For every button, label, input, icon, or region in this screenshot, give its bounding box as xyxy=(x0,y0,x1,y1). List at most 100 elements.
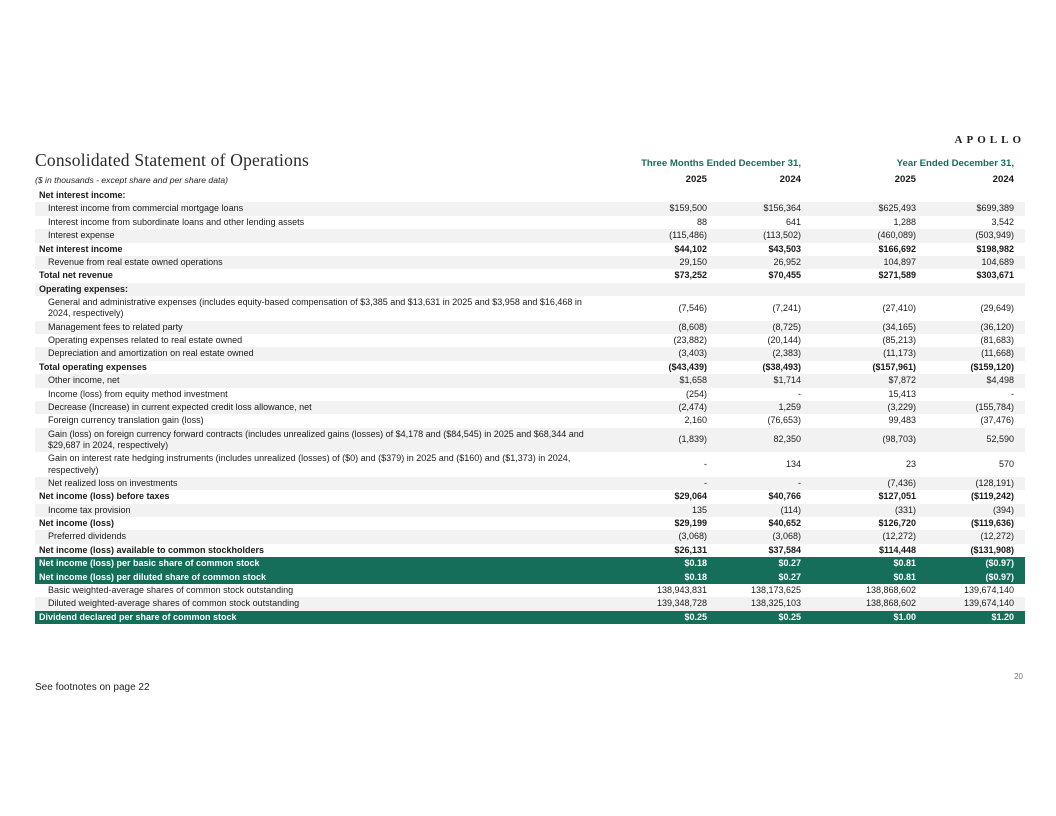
value-cell: ($119,242) xyxy=(970,491,1014,502)
row-label: Total operating expenses xyxy=(39,361,147,372)
value-cell: $0.25 xyxy=(778,611,801,622)
year-header-fy-2025: 2025 xyxy=(894,174,916,185)
row-label: Interest income from commercial mortgage… xyxy=(48,203,244,214)
row-label: Interest expense xyxy=(48,230,115,241)
value-cell: (85,213) xyxy=(882,335,916,346)
value-cell: 138,173,625 xyxy=(750,584,801,595)
value-cell: $73,252 xyxy=(674,270,707,281)
table-row: Operating expenses: xyxy=(35,282,1025,297)
value-cell: 29,150 xyxy=(679,257,707,268)
row-label: Net income (loss) xyxy=(39,517,115,528)
row-label: Basic weighted-average shares of common … xyxy=(48,584,294,595)
apollo-logo: APOLLO xyxy=(954,134,1025,146)
table-row: Interest expense (115,486) (113,502) (460,0… xyxy=(35,229,1025,243)
table-row: Total net revenue $73,252 $70,455 $271,589 $… xyxy=(35,269,1025,282)
value-cell: $699,389 xyxy=(976,203,1014,214)
row-label: Income tax provision xyxy=(48,504,131,515)
table-row: Basic weighted-average shares of common … xyxy=(35,584,1025,597)
value-cell: $0.81 xyxy=(893,571,916,582)
value-cell: (37,476) xyxy=(980,415,1014,426)
column-group-three-months: Three Months Ended December 31, xyxy=(641,158,801,169)
value-cell: $271,589 xyxy=(878,270,916,281)
value-cell: (254) xyxy=(685,388,707,399)
value-cell: (113,502) xyxy=(763,230,801,241)
value-cell: $29,064 xyxy=(674,491,707,502)
table-row: Income (loss) from equity method investm… xyxy=(35,388,1025,401)
value-cell: $29,199 xyxy=(674,517,707,528)
value-cell: ($0.97) xyxy=(985,571,1014,582)
value-cell: ($0.97) xyxy=(985,558,1014,569)
table-row: Net income (loss) available to common st… xyxy=(35,544,1025,557)
table-row: Net realized loss on investments - - (7,436… xyxy=(35,476,1025,491)
value-cell: (1,839) xyxy=(678,434,707,445)
table-row: Management fees to related party (8,608) (… xyxy=(35,320,1025,335)
row-label: Interest income from subordinate loans a… xyxy=(48,216,305,227)
value-cell: $114,448 xyxy=(878,544,916,555)
value-cell: 104,897 xyxy=(883,257,916,268)
value-cell: 138,943,831 xyxy=(656,584,707,595)
row-label: Net income (loss) before taxes xyxy=(39,491,170,502)
table-row: Decrease (Increase) in current expected … xyxy=(35,400,1025,415)
value-cell: $0.81 xyxy=(893,558,916,569)
value-cell: $0.25 xyxy=(684,611,707,622)
value-cell: (7,546) xyxy=(678,302,707,313)
value-cell: ($38,493) xyxy=(762,361,801,372)
table-row: Net income (loss) per diluted share of c… xyxy=(35,570,1025,584)
table-row: Foreign currency translation gain (loss)… xyxy=(35,414,1025,427)
value-cell: 3,542 xyxy=(991,216,1014,227)
footnote-reference: See footnotes on page 22 xyxy=(35,682,150,693)
value-cell: 139,674,140 xyxy=(963,598,1014,609)
table-row: Interest income from subordinate loans a… xyxy=(35,216,1025,229)
value-cell: (128,191) xyxy=(975,477,1014,488)
table-group-header-row: Consolidated Statement of Operations Thr… xyxy=(35,150,1025,171)
value-cell: 2,160 xyxy=(684,415,707,426)
table-row: Operating expenses related to real estat… xyxy=(35,334,1025,347)
table-row: Net interest income: xyxy=(35,189,1025,202)
value-cell: (114) xyxy=(780,504,801,515)
value-cell: (11,668) xyxy=(981,348,1014,359)
row-label: Operating expenses related to real estat… xyxy=(48,335,243,346)
value-cell: $40,766 xyxy=(768,491,801,502)
row-label: Net income (loss) available to common st… xyxy=(39,544,265,555)
value-cell: $44,102 xyxy=(674,243,707,254)
table-year-header-row: ($ in thousands - except share and per s… xyxy=(35,171,1025,189)
value-cell: 88 xyxy=(696,216,707,227)
row-label: Net interest income xyxy=(39,243,123,254)
row-label: Preferred dividends xyxy=(48,531,127,542)
value-cell: (11,173) xyxy=(883,348,916,359)
value-cell: (20,144) xyxy=(767,335,801,346)
row-label: Gain (loss) on foreign currency forward … xyxy=(48,428,584,450)
table-row: Total operating expenses ($43,439) ($38,49… xyxy=(35,361,1025,374)
value-cell: (76,653) xyxy=(767,415,801,426)
table-row: Gain (loss) on foreign currency forward … xyxy=(35,427,1025,453)
value-cell: 99,483 xyxy=(888,415,916,426)
row-label: Net income (loss) per diluted share of c… xyxy=(39,571,267,582)
value-cell: (34,165) xyxy=(882,321,916,332)
value-cell: (8,608) xyxy=(678,321,707,332)
value-cell: $159,500 xyxy=(669,203,707,214)
row-label: Operating expenses: xyxy=(39,283,129,294)
value-cell: $0.18 xyxy=(684,571,707,582)
column-group-year-ended: Year Ended December 31, xyxy=(896,158,1014,169)
year-header-q-2025: 2025 xyxy=(685,174,707,185)
value-cell: $0.18 xyxy=(684,558,707,569)
value-cell: 570 xyxy=(998,458,1014,469)
table-row: Interest income from commercial mortgage… xyxy=(35,202,1025,216)
value-cell: - xyxy=(704,477,707,488)
table-row: Diluted weighted-average shares of commo… xyxy=(35,597,1025,611)
row-label: Other income, net xyxy=(48,375,120,386)
year-header-q-2024: 2024 xyxy=(779,174,801,185)
value-cell: 52,590 xyxy=(986,434,1014,445)
value-cell: 1,288 xyxy=(893,216,916,227)
value-cell: 134 xyxy=(785,458,801,469)
value-cell: (29,649) xyxy=(980,302,1014,313)
value-cell: - xyxy=(798,477,801,488)
value-cell: ($159,120) xyxy=(970,361,1014,372)
value-cell: (2,474) xyxy=(678,402,707,413)
value-cell: $37,584 xyxy=(768,544,801,555)
value-cell: (7,241) xyxy=(772,302,801,313)
value-cell: $156,364 xyxy=(763,203,801,214)
row-label: Net interest income: xyxy=(39,190,126,201)
table-body: Net interest income: Interest income from… xyxy=(35,189,1025,625)
